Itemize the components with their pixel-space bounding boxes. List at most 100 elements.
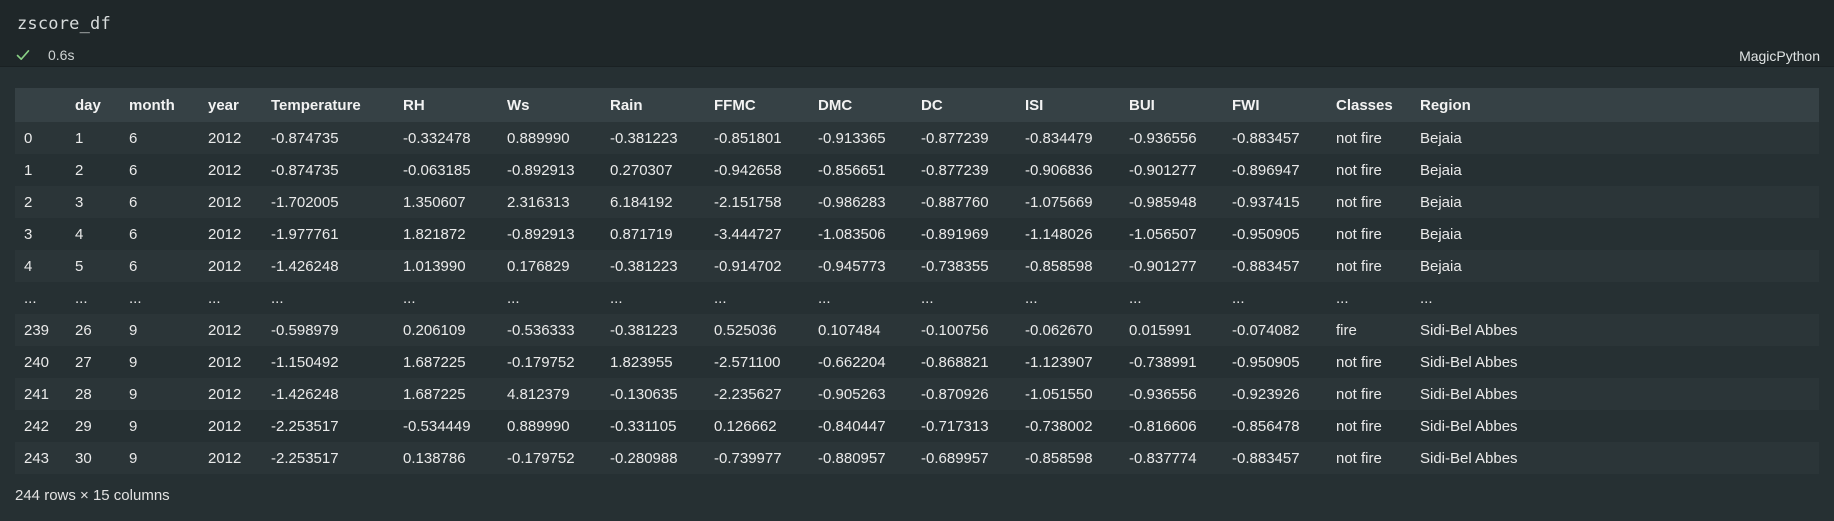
table-cell: -0.870926 bbox=[912, 378, 1016, 410]
table-cell: -1.083506 bbox=[809, 218, 912, 250]
table-cell: -0.950905 bbox=[1223, 218, 1327, 250]
table-cell: -0.332478 bbox=[394, 122, 498, 154]
table-cell: 28 bbox=[66, 378, 120, 410]
table-cell: ... bbox=[601, 282, 705, 314]
table-cell: ... bbox=[809, 282, 912, 314]
table-cell: 9 bbox=[120, 442, 199, 474]
table-cell: -1.977761 bbox=[262, 218, 394, 250]
table-cell: ... bbox=[705, 282, 809, 314]
table-row: 241 28 9 2012 -1.426248 1.687225 4.812379 -0.13… bbox=[15, 378, 1819, 410]
column-header: Temperature bbox=[262, 88, 394, 122]
table-cell: not fire bbox=[1327, 410, 1411, 442]
table-cell: 6.184192 bbox=[601, 186, 705, 218]
table-cell: 9 bbox=[120, 346, 199, 378]
table-cell: -0.717313 bbox=[912, 410, 1016, 442]
column-header: ISI bbox=[1016, 88, 1120, 122]
table-cell: -0.381223 bbox=[601, 250, 705, 282]
column-header: day bbox=[66, 88, 120, 122]
table-cell: -0.280988 bbox=[601, 442, 705, 474]
table-cell: -0.837774 bbox=[1120, 442, 1223, 474]
table-cell: -0.906836 bbox=[1016, 154, 1120, 186]
table-cell: 9 bbox=[120, 314, 199, 346]
table-cell: -0.840447 bbox=[809, 410, 912, 442]
table-cell: -2.151758 bbox=[705, 186, 809, 218]
table-cell: -1.426248 bbox=[262, 250, 394, 282]
table-cell: 2012 bbox=[199, 410, 262, 442]
table-cell: -0.874735 bbox=[262, 154, 394, 186]
table-cell: 27 bbox=[66, 346, 120, 378]
table-cell: -0.858598 bbox=[1016, 250, 1120, 282]
table-cell: -0.534449 bbox=[394, 410, 498, 442]
column-header: Ws bbox=[498, 88, 601, 122]
code-editor[interactable]: zscore_df 0.6s MagicPython bbox=[0, 0, 1834, 67]
table-cell: -1.150492 bbox=[262, 346, 394, 378]
table-cell: -0.662204 bbox=[809, 346, 912, 378]
table-cell: 2012 bbox=[199, 154, 262, 186]
table-cell: 1.687225 bbox=[394, 378, 498, 410]
table-cell: 1.350607 bbox=[394, 186, 498, 218]
row-index: 3 bbox=[15, 218, 66, 250]
table-cell: -0.986283 bbox=[809, 186, 912, 218]
table-cell: not fire bbox=[1327, 122, 1411, 154]
table-row: 243 30 9 2012 -2.253517 0.138786 -0.179752 -0.2… bbox=[15, 442, 1819, 474]
table-cell: Bejaia bbox=[1411, 250, 1819, 282]
column-header: DC bbox=[912, 88, 1016, 122]
table-cell: -0.868821 bbox=[912, 346, 1016, 378]
table-cell: -1.075669 bbox=[1016, 186, 1120, 218]
table-cell: -0.913365 bbox=[809, 122, 912, 154]
table-cell: 0.525036 bbox=[705, 314, 809, 346]
table-row: 4 5 6 2012 -1.426248 1.013990 0.176829 -0.38122… bbox=[15, 250, 1819, 282]
table-cell: -0.381223 bbox=[601, 122, 705, 154]
table-cell: -0.856478 bbox=[1223, 410, 1327, 442]
table-row: 0 1 6 2012 -0.874735 -0.332478 0.889990 -0.3812… bbox=[15, 122, 1819, 154]
table-cell: 0.138786 bbox=[394, 442, 498, 474]
table-cell: ... bbox=[394, 282, 498, 314]
table-cell: ... bbox=[1411, 282, 1819, 314]
table-cell: -0.874735 bbox=[262, 122, 394, 154]
dataframe-shape: 244 rows × 15 columns bbox=[15, 487, 170, 504]
table-cell: 2012 bbox=[199, 122, 262, 154]
table-row: 240 27 9 2012 -1.150492 1.687225 -0.179752 1.82… bbox=[15, 346, 1819, 378]
column-header: Rain bbox=[601, 88, 705, 122]
table-cell: ... bbox=[498, 282, 601, 314]
table-cell: not fire bbox=[1327, 378, 1411, 410]
dataframe-table: day month year Temperature RH Ws Rain FFMC DMC DC… bbox=[15, 88, 1819, 474]
table-cell: 26 bbox=[66, 314, 120, 346]
column-header: Classes bbox=[1327, 88, 1411, 122]
table-cell: 0.889990 bbox=[498, 410, 601, 442]
table-cell: 1.687225 bbox=[394, 346, 498, 378]
table-cell: Sidi-Bel Abbes bbox=[1411, 442, 1819, 474]
table-cell: -0.891969 bbox=[912, 218, 1016, 250]
table-cell: -1.056507 bbox=[1120, 218, 1223, 250]
table-cell: Sidi-Bel Abbes bbox=[1411, 346, 1819, 378]
table-cell: not fire bbox=[1327, 186, 1411, 218]
table-cell: -0.942658 bbox=[705, 154, 809, 186]
table-cell: 2012 bbox=[199, 442, 262, 474]
code-line[interactable]: zscore_df bbox=[17, 14, 111, 34]
table-cell: 0.889990 bbox=[498, 122, 601, 154]
column-header: RH bbox=[394, 88, 498, 122]
table-cell: 1.823955 bbox=[601, 346, 705, 378]
table-cell: -2.253517 bbox=[262, 442, 394, 474]
table-cell: -1.702005 bbox=[262, 186, 394, 218]
table-cell: 2012 bbox=[199, 250, 262, 282]
table-cell: 2012 bbox=[199, 218, 262, 250]
table-cell: ... bbox=[120, 282, 199, 314]
table-cell: -0.883457 bbox=[1223, 250, 1327, 282]
table-cell: -0.381223 bbox=[601, 314, 705, 346]
row-index: 243 bbox=[15, 442, 66, 474]
table-cell: -3.444727 bbox=[705, 218, 809, 250]
table-cell: -0.877239 bbox=[912, 154, 1016, 186]
language-indicator[interactable]: MagicPython bbox=[1739, 48, 1820, 64]
table-cell: Bejaia bbox=[1411, 186, 1819, 218]
table-cell: -0.834479 bbox=[1016, 122, 1120, 154]
table-cell: 4 bbox=[66, 218, 120, 250]
table-cell: -0.738002 bbox=[1016, 410, 1120, 442]
row-index: 0 bbox=[15, 122, 66, 154]
table-cell: ... bbox=[66, 282, 120, 314]
table-header-row: day month year Temperature RH Ws Rain FFMC DMC DC… bbox=[15, 88, 1819, 122]
table-cell: -1.123907 bbox=[1016, 346, 1120, 378]
row-index: 1 bbox=[15, 154, 66, 186]
table-cell: -0.901277 bbox=[1120, 154, 1223, 186]
column-header: year bbox=[199, 88, 262, 122]
